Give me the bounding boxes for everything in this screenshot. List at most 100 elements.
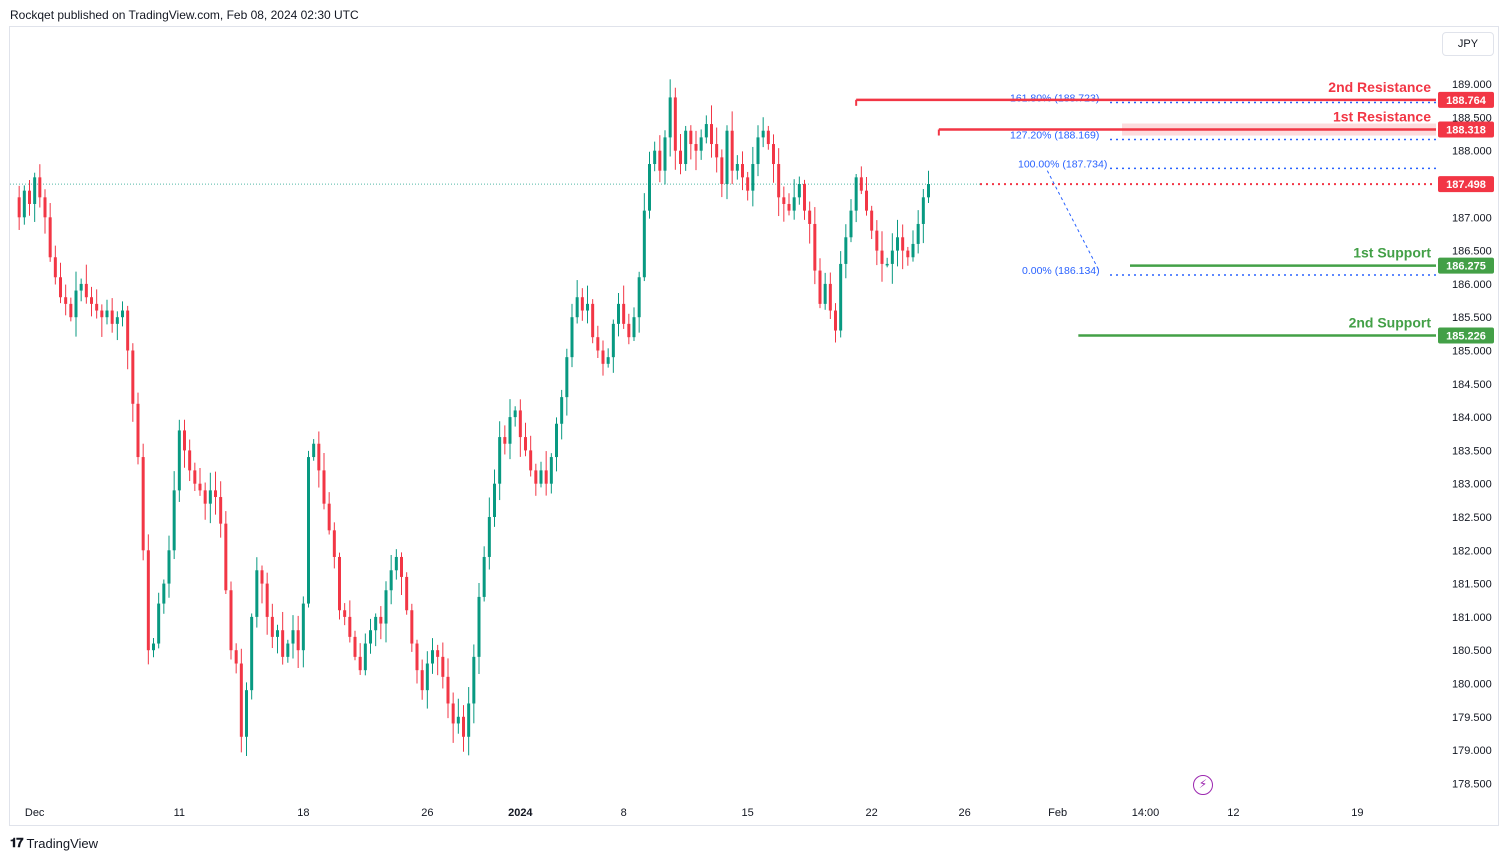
currency-button[interactable]: JPY	[1442, 32, 1494, 56]
candle-body	[28, 190, 31, 204]
candle-body	[115, 317, 119, 324]
candle-body	[823, 283, 827, 304]
candle-body	[870, 210, 874, 231]
candle-body	[875, 230, 879, 251]
candle-body	[172, 490, 176, 551]
candle-body	[761, 130, 765, 138]
candle-body	[281, 630, 285, 657]
candle-body	[896, 237, 899, 251]
candle-body	[312, 443, 316, 458]
candle-body	[772, 144, 775, 165]
x-tick-label: 26	[421, 807, 433, 819]
candle-body	[69, 303, 73, 318]
x-tick-label: 19	[1351, 807, 1363, 819]
candle-body	[710, 124, 713, 145]
candle-body	[844, 237, 848, 264]
y-tick-label: 183.500	[1452, 445, 1492, 457]
candle-body	[446, 676, 450, 704]
tradingview-brand[interactable]: 𝟏𝟕 TradingView	[10, 835, 98, 851]
y-tick-label: 183.000	[1452, 479, 1492, 491]
y-tick-label: 180.000	[1452, 679, 1492, 691]
candle-body	[431, 650, 434, 664]
level-price-badge	[1438, 257, 1494, 274]
y-tick-label: 181.000	[1452, 612, 1492, 624]
candle-body	[839, 263, 843, 331]
candle-body	[270, 616, 274, 637]
candle-body	[622, 303, 626, 324]
candle-body	[286, 643, 290, 657]
candle-body	[885, 263, 889, 266]
candle-body	[797, 184, 801, 198]
candle-body	[746, 177, 750, 191]
candle-body	[560, 397, 564, 424]
candle-body	[555, 423, 558, 458]
candle-body	[529, 450, 533, 471]
candle-body	[322, 470, 326, 504]
candle-body	[379, 616, 383, 624]
candle-body	[570, 317, 574, 358]
candle-body	[136, 403, 140, 458]
candle-body	[890, 250, 894, 264]
brand-name: TradingView	[26, 835, 99, 851]
candle-body	[601, 350, 605, 364]
candle-body	[472, 656, 476, 704]
candle-body	[503, 437, 507, 444]
candle-body	[121, 310, 124, 318]
candle-body	[673, 97, 677, 151]
candle-body	[59, 277, 62, 298]
candle-body	[611, 323, 615, 358]
candle-body	[126, 310, 130, 351]
candle-body	[343, 610, 347, 617]
level-name: 2nd Resistance	[1328, 79, 1431, 95]
fib-label: 161.80% (188.723)	[1010, 93, 1099, 105]
current-price-badge	[1438, 176, 1494, 193]
level-price-badge	[1438, 91, 1494, 108]
x-tick-label: 2024	[508, 807, 533, 819]
y-tick-label: 186.000	[1452, 279, 1492, 291]
candle-body	[865, 190, 868, 211]
candle-body	[420, 670, 424, 691]
candle-body	[177, 430, 181, 491]
level-price-badge	[1438, 121, 1494, 138]
candle-body	[586, 303, 589, 311]
candle-body	[653, 150, 657, 165]
candle-body	[415, 643, 419, 671]
candle-body	[575, 297, 579, 318]
candle-body	[751, 164, 755, 191]
candle-body	[48, 217, 52, 258]
level-name: 2nd Support	[1349, 314, 1432, 330]
candle-body	[363, 643, 367, 671]
candle-body	[606, 357, 610, 364]
y-tick-label: 181.500	[1452, 579, 1492, 591]
candle-body	[467, 703, 471, 737]
candle-body	[307, 457, 310, 604]
candle-body	[539, 470, 543, 484]
x-tick-label: Dec	[25, 807, 45, 819]
candle-body	[374, 616, 378, 631]
candle-body	[100, 310, 104, 318]
y-tick-label: 185.000	[1452, 346, 1492, 358]
candle-body	[741, 164, 744, 178]
y-tick-label: 180.500	[1452, 645, 1492, 657]
candle-body	[384, 590, 388, 624]
y-tick-label: 182.500	[1452, 512, 1492, 524]
candle-body	[689, 130, 693, 145]
candle-body	[921, 197, 925, 224]
candle-body	[224, 523, 228, 591]
fib-anchor-line	[1046, 170, 1100, 271]
candle-body	[255, 570, 259, 617]
y-tick-label: 185.500	[1452, 312, 1492, 324]
candle-body	[208, 490, 212, 504]
lightning-icon[interactable]: ⚡	[1193, 775, 1213, 795]
candle-body	[451, 703, 455, 724]
candle-body	[684, 130, 688, 165]
candle-body	[74, 290, 78, 318]
candle-body	[348, 616, 352, 637]
x-tick-label: 18	[297, 807, 309, 819]
candle-body	[22, 190, 26, 218]
attribution-text: Rockqet published on TradingView.com, Fe…	[10, 8, 359, 22]
candle-body	[498, 437, 502, 484]
candle-body	[642, 210, 646, 278]
candle-body	[617, 303, 620, 324]
